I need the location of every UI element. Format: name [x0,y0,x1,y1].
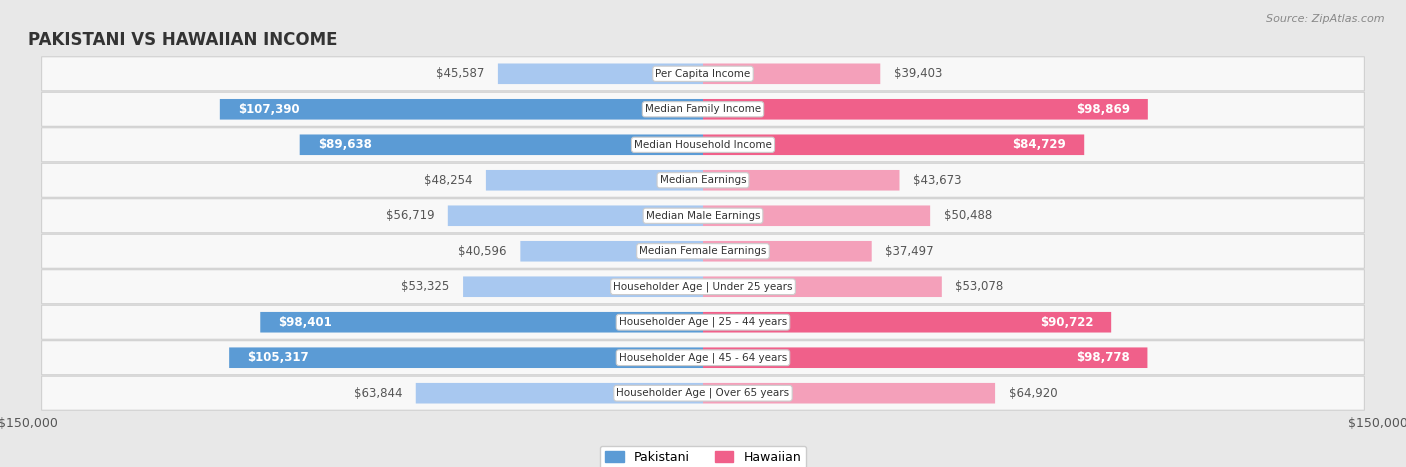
Text: $39,403: $39,403 [894,67,942,80]
FancyBboxPatch shape [486,170,703,191]
Text: $43,673: $43,673 [912,174,962,187]
FancyBboxPatch shape [703,276,942,297]
FancyBboxPatch shape [703,241,872,262]
Text: $37,497: $37,497 [886,245,934,258]
FancyBboxPatch shape [463,276,703,297]
FancyBboxPatch shape [42,92,1364,126]
Text: $56,719: $56,719 [385,209,434,222]
FancyBboxPatch shape [703,383,995,403]
FancyBboxPatch shape [703,347,1147,368]
Text: Source: ZipAtlas.com: Source: ZipAtlas.com [1267,14,1385,24]
FancyBboxPatch shape [229,347,703,368]
Text: $40,596: $40,596 [458,245,506,258]
Text: $98,869: $98,869 [1076,103,1130,116]
FancyBboxPatch shape [447,205,703,226]
FancyBboxPatch shape [42,341,1364,375]
FancyBboxPatch shape [703,99,1147,120]
Text: $63,844: $63,844 [354,387,402,400]
FancyBboxPatch shape [42,199,1364,233]
FancyBboxPatch shape [42,376,1364,410]
FancyBboxPatch shape [42,128,1364,162]
Text: $45,587: $45,587 [436,67,485,80]
Text: Householder Age | 25 - 44 years: Householder Age | 25 - 44 years [619,317,787,327]
FancyBboxPatch shape [42,270,1364,304]
Text: $50,488: $50,488 [943,209,991,222]
FancyBboxPatch shape [703,312,1111,333]
FancyBboxPatch shape [520,241,703,262]
Text: $105,317: $105,317 [247,351,309,364]
Text: Householder Age | Over 65 years: Householder Age | Over 65 years [616,388,790,398]
Text: $89,638: $89,638 [318,138,371,151]
FancyBboxPatch shape [260,312,703,333]
Text: $53,325: $53,325 [401,280,450,293]
Text: Median Earnings: Median Earnings [659,175,747,185]
FancyBboxPatch shape [42,234,1364,268]
FancyBboxPatch shape [703,170,900,191]
FancyBboxPatch shape [703,64,880,84]
FancyBboxPatch shape [42,163,1364,197]
Text: $53,078: $53,078 [955,280,1004,293]
Text: $107,390: $107,390 [238,103,299,116]
FancyBboxPatch shape [703,134,1084,155]
Text: $98,778: $98,778 [1076,351,1129,364]
FancyBboxPatch shape [703,205,931,226]
Text: Per Capita Income: Per Capita Income [655,69,751,79]
Text: $98,401: $98,401 [278,316,332,329]
FancyBboxPatch shape [42,57,1364,91]
Legend: Pakistani, Hawaiian: Pakistani, Hawaiian [600,446,806,467]
Text: $48,254: $48,254 [423,174,472,187]
Text: Median Male Earnings: Median Male Earnings [645,211,761,221]
FancyBboxPatch shape [299,134,703,155]
Text: $90,722: $90,722 [1039,316,1094,329]
Text: $64,920: $64,920 [1008,387,1057,400]
Text: Householder Age | 45 - 64 years: Householder Age | 45 - 64 years [619,353,787,363]
FancyBboxPatch shape [42,305,1364,339]
Text: Median Household Income: Median Household Income [634,140,772,150]
Text: Householder Age | Under 25 years: Householder Age | Under 25 years [613,282,793,292]
Text: Median Family Income: Median Family Income [645,104,761,114]
Text: $84,729: $84,729 [1012,138,1066,151]
FancyBboxPatch shape [498,64,703,84]
Text: PAKISTANI VS HAWAIIAN INCOME: PAKISTANI VS HAWAIIAN INCOME [28,31,337,49]
FancyBboxPatch shape [416,383,703,403]
FancyBboxPatch shape [219,99,703,120]
Text: Median Female Earnings: Median Female Earnings [640,246,766,256]
